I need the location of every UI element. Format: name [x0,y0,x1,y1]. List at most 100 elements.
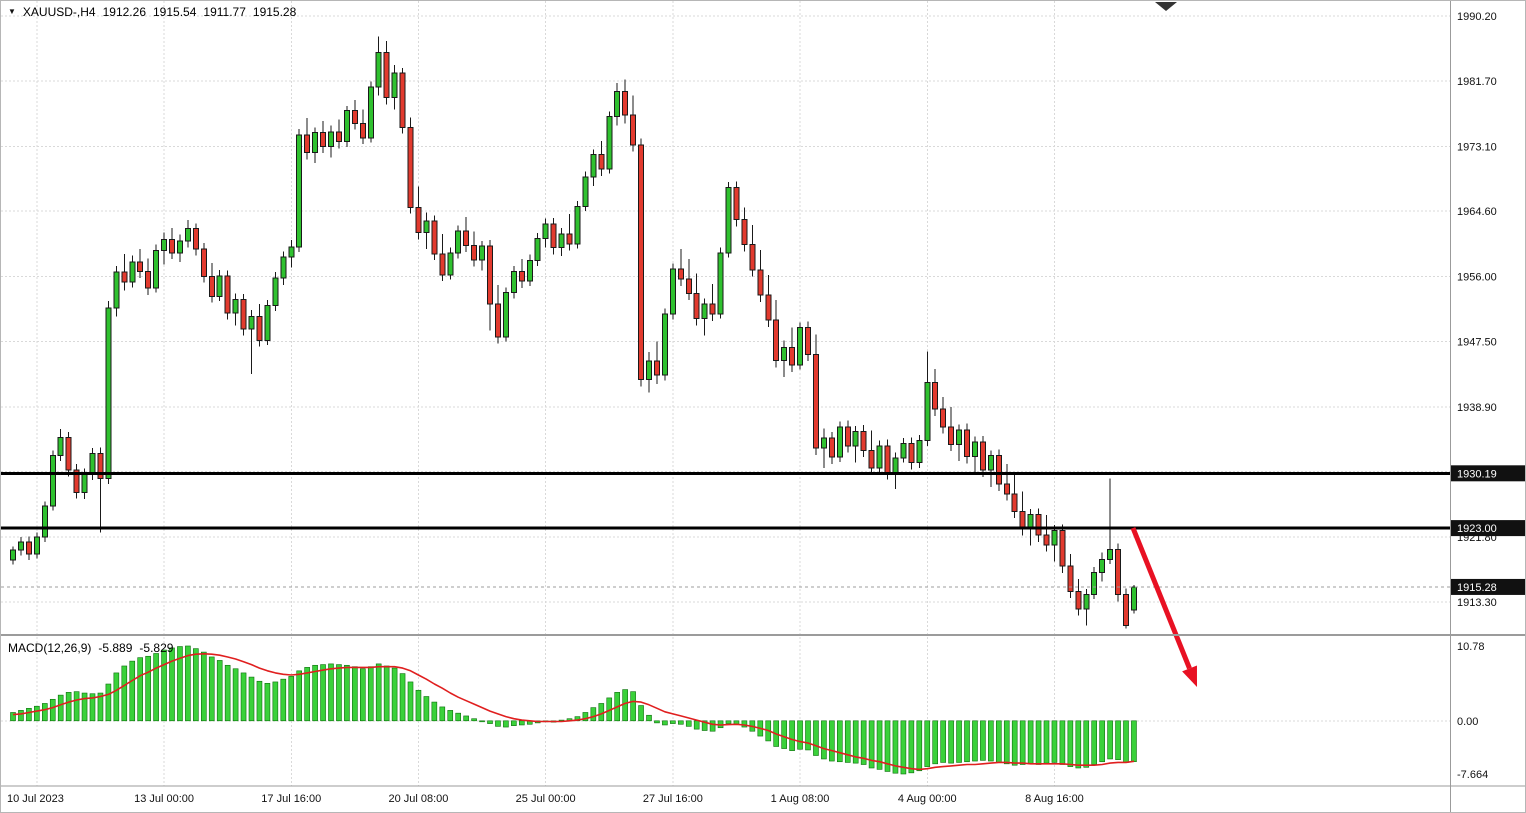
macd-histogram-bar [352,666,358,722]
macd-histogram-bar [630,691,636,722]
candle-body-bear [653,360,660,376]
macd-histogram-bar [423,696,430,722]
macd-histogram-bar [622,689,628,722]
macd-histogram-bar [662,720,668,726]
macd-histogram-bar [821,720,827,760]
candle-body-bear [335,131,342,143]
macd-histogram-bar [359,668,366,722]
candle-body-bull [1130,586,1137,611]
macd-histogram-bar [256,680,263,722]
candle-body-bull [836,426,843,458]
macd-histogram-bar [964,720,970,763]
candle-body-bear [192,228,199,250]
macd-histogram-bar [781,720,787,749]
macd-histogram-bar [868,720,875,769]
price-tick-label: 1938.90 [1457,402,1497,414]
macd-histogram-bar [383,665,390,722]
trend-arrow-shaft[interactable] [1130,527,1192,670]
candle-body-bull [216,275,223,297]
macd-indicator-label: MACD(12,26,9) [8,641,92,655]
candle-body-bear [1067,565,1074,592]
one-click-trading-toggle-icon[interactable]: ▼ [8,7,16,16]
time-tick-label: 10 Jul 2023 [7,793,64,805]
macd-histogram-bar [980,720,986,761]
macd-histogram-bar [407,681,414,722]
macd-main-value: -5.889 [98,641,133,655]
macd-histogram-bar [89,693,96,722]
candle-body-bear [630,114,637,146]
candle-body-bear [908,443,915,464]
macd-histogram-bar [73,691,80,722]
time-tick-label: 25 Jul 00:00 [516,793,576,805]
candle-body-bear [812,353,819,449]
candle-body-bull [725,186,732,254]
macd-histogram-bar [471,718,477,722]
macd-histogram-bar [598,703,605,722]
price-tick-label: 1956.00 [1457,272,1497,284]
candle-body-bull [526,260,533,282]
candle-body-bull [1051,529,1058,546]
macd-histogram-bar [57,694,64,722]
candle-body-bear [709,303,716,315]
price-badge-label: 1923.00 [1457,523,1497,535]
candle-body-bull [1099,558,1106,573]
candle-body-bear [844,426,851,447]
candle-body-bull [296,134,303,248]
annotations[interactable] [1130,527,1197,687]
macd-histogram-bar [121,665,128,722]
ohlc-open-value: 1912.26 [102,5,146,19]
macd-histogram-bar [1043,720,1050,764]
macd-histogram-bar [940,720,946,763]
macd-indicator-overlay: MACD(12,26,9) -5.889 -5.829 [8,641,173,655]
candle-body-bull [987,455,994,471]
time-tick-label: 17 Jul 16:00 [261,793,321,805]
macd-histogram-bar [367,666,374,722]
price-tick-label: 1973.10 [1457,141,1497,153]
candle-body-bull [590,154,597,178]
candle-body-bear [145,270,152,289]
candle-body-bull [582,176,589,208]
macd-histogram-bar [344,664,350,722]
time-tick-label: 13 Jul 00:00 [134,793,194,805]
macd-histogram-bar [169,647,175,722]
candle-body-bull [820,437,827,449]
candle-body-bear [200,248,207,278]
candle-body-bull [49,455,56,507]
macd-histogram-bar [105,683,112,722]
symbol-period-label: XAUUSD-,H4 [22,5,96,19]
chart-shift-marker[interactable] [1155,2,1177,11]
candle-body-bull [1083,593,1090,610]
candle-body-bear [860,430,867,451]
macd-histogram-bar [789,720,795,751]
macd-histogram-bar [487,720,493,724]
candle-body-bull [661,313,668,376]
macd-histogram-bar [320,664,326,722]
candle-body-bull [717,252,724,315]
macd-histogram-bar [479,720,485,723]
candle-body-bull [343,109,350,143]
macd-histogram-bar [638,705,644,722]
candle-body-bull [161,238,168,252]
candle-body-bear [320,132,327,147]
candle-body-bear [932,382,939,410]
macd-histogram-bar [860,720,867,765]
candle-body-bear [463,230,470,246]
macd-histogram-bar [1067,720,1074,767]
macd-histogram-bar [677,720,684,725]
macd-histogram-bar [876,720,883,770]
macd-histogram-bar [49,698,56,722]
candle-body-bear [995,455,1002,485]
price-lines[interactable] [1,471,1450,588]
candle-body-bull [606,116,613,170]
candle-body-bull [113,271,120,309]
macd-histogram-bar [41,703,48,722]
macd-histogram-bar [248,676,255,722]
macd-histogram-bar [65,692,72,722]
candle-body-bear [940,408,947,428]
candle-body-bear [518,270,525,282]
candle-body-bear [622,90,629,116]
trend-arrow-head-icon[interactable] [1182,665,1197,687]
candle-body-bear [979,441,986,471]
candle-body-bear [65,436,72,471]
